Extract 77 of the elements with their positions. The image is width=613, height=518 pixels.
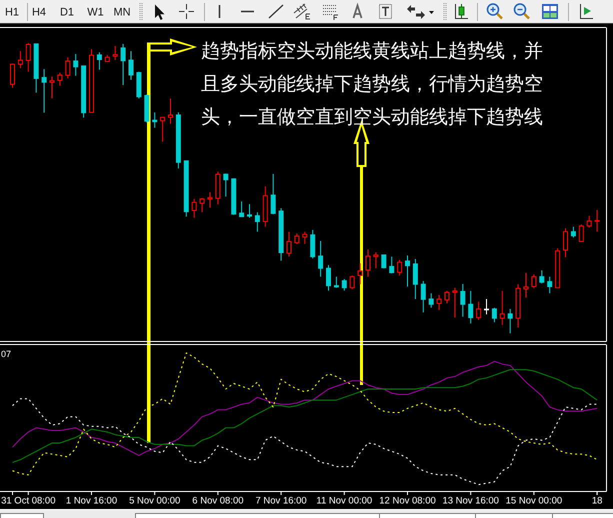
candlestick xyxy=(254,212,260,232)
candlestick xyxy=(547,276,552,294)
candlestick xyxy=(310,229,316,259)
candlestick xyxy=(476,301,482,320)
candlestick xyxy=(539,270,544,284)
candlestick xyxy=(200,198,205,213)
x-tick-label: 18 xyxy=(592,496,602,507)
candlestick xyxy=(18,50,23,69)
candlestick xyxy=(342,278,347,292)
annotation: 07 xyxy=(1,349,12,359)
candlestick xyxy=(484,298,489,315)
candlestick xyxy=(570,226,576,238)
candlestick xyxy=(420,280,426,313)
candlestick xyxy=(350,275,355,290)
candlestick xyxy=(270,173,276,215)
candlestick xyxy=(302,231,308,244)
x-tick-label: 13 Nov 16:00 xyxy=(442,496,499,507)
candlestick xyxy=(326,264,331,292)
text: MN xyxy=(113,6,131,18)
text: H4 xyxy=(32,6,46,18)
candlestick xyxy=(594,209,600,232)
candlestick xyxy=(160,116,166,142)
candlestick xyxy=(381,254,386,269)
candlestick xyxy=(460,283,466,318)
candlestick xyxy=(50,76,54,99)
candlestick xyxy=(26,42,31,72)
candlestick xyxy=(500,290,505,326)
candlestick xyxy=(318,240,324,278)
candlestick xyxy=(239,201,244,218)
candlestick xyxy=(168,98,173,124)
candlestick xyxy=(96,52,102,70)
x-tick-label: 6 Nov 08:00 xyxy=(192,496,244,507)
candlestick xyxy=(192,198,197,218)
candlestick xyxy=(223,173,228,198)
candlestick xyxy=(397,259,402,276)
candlestick xyxy=(120,43,126,86)
candlestick xyxy=(586,215,592,228)
candlestick xyxy=(436,294,442,311)
candlestick xyxy=(373,252,378,269)
candlestick xyxy=(152,112,158,128)
x-tick-label: 11 Nov 00:00 xyxy=(316,496,372,507)
candlestick xyxy=(508,308,513,334)
annotation: 趋势指标空头动能线黄线站上趋势线，并且多头动能线掉下趋势线，行情为趋势空头，一直做空直到空头动能线掉下趋势线 xyxy=(201,40,543,128)
text: W1 xyxy=(87,6,104,18)
x-tick-label: 5 Nov 00:00 xyxy=(129,496,180,507)
candlestick xyxy=(73,54,78,76)
candlestick xyxy=(112,45,118,61)
candlestick xyxy=(405,255,410,288)
candlestick xyxy=(428,292,434,308)
candlestick xyxy=(10,63,15,88)
x-tick-label: 15 Nov 00:00 xyxy=(506,496,562,507)
x-tick-label: 1 Nov 16:00 xyxy=(66,496,118,507)
candlestick xyxy=(444,290,450,304)
candlestick xyxy=(57,72,62,86)
candlestick xyxy=(294,232,300,245)
candlestick xyxy=(578,224,584,242)
candlestick xyxy=(468,290,474,324)
candlestick xyxy=(452,287,458,318)
candlestick xyxy=(247,204,252,218)
candlestick xyxy=(358,262,363,285)
text: H1 xyxy=(4,6,20,18)
candlestick xyxy=(366,248,370,278)
text: D1 xyxy=(60,6,74,18)
candlestick xyxy=(563,228,568,258)
x-tick-label: 31 Oct 08:00 xyxy=(1,496,56,507)
candlestick xyxy=(42,68,47,114)
candlestick xyxy=(65,56,70,79)
candlestick xyxy=(412,258,418,300)
candlestick xyxy=(208,192,212,208)
x-tick-label: 7 Nov 16:00 xyxy=(255,496,307,507)
candlestick xyxy=(389,256,394,274)
candlestick xyxy=(286,231,292,258)
candlestick xyxy=(531,274,536,289)
x-tick-label: 12 Nov 08:00 xyxy=(379,496,436,507)
candlestick xyxy=(128,50,134,80)
candlestick xyxy=(524,272,528,298)
candlestick xyxy=(492,307,497,323)
